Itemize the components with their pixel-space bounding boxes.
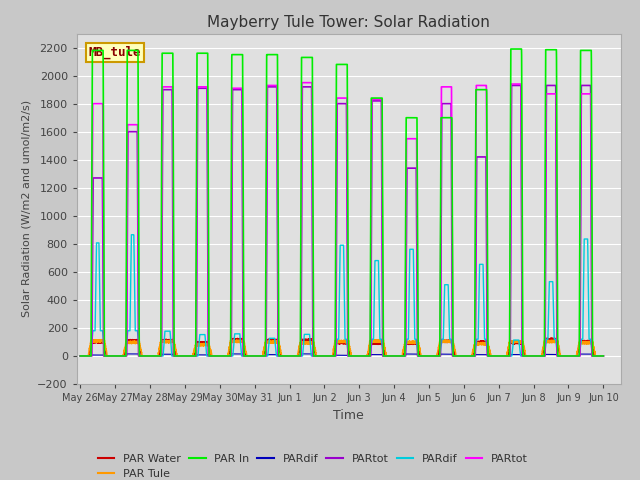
X-axis label: Time: Time [333, 408, 364, 421]
Title: Mayberry Tule Tower: Solar Radiation: Mayberry Tule Tower: Solar Radiation [207, 15, 490, 30]
Legend: PAR Water, PAR Tule, PAR In, PARdif, PARtot, PARdif, PARtot: PAR Water, PAR Tule, PAR In, PARdif, PAR… [93, 449, 532, 480]
Text: MB_tule: MB_tule [89, 46, 141, 59]
Y-axis label: Solar Radiation (W/m2 and umol/m2/s): Solar Radiation (W/m2 and umol/m2/s) [22, 100, 32, 317]
